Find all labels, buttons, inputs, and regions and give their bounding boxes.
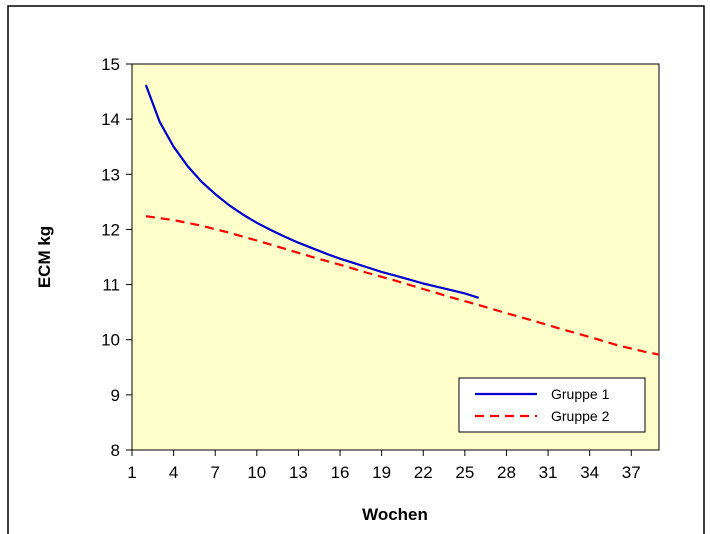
x-tick-label: 1 — [127, 463, 136, 482]
x-tick-label: 13 — [289, 463, 308, 482]
x-tick-label: 25 — [455, 463, 474, 482]
legend-label-gruppe-2: Gruppe 2 — [551, 408, 610, 424]
y-tick-label: 9 — [111, 386, 120, 405]
y-tick-label: 8 — [111, 441, 120, 460]
y-tick-label: 10 — [101, 331, 120, 350]
x-axis: 1 4 7 10 13 16 19 22 25 28 31 34 37 — [127, 450, 641, 482]
y-tick-label: 11 — [102, 276, 120, 295]
x-tick-label: 22 — [414, 463, 433, 482]
y-tick-label: 12 — [101, 220, 120, 239]
y-axis: 8 9 10 11 12 13 14 15 — [101, 55, 132, 460]
x-tick-label: 28 — [497, 463, 516, 482]
x-axis-title: Wochen — [362, 505, 428, 524]
legend-label-gruppe-1: Gruppe 1 — [551, 386, 610, 402]
y-tick-label: 13 — [101, 165, 120, 184]
x-tick-label: 7 — [210, 463, 219, 482]
x-tick-label: 10 — [247, 463, 266, 482]
legend: Gruppe 1 Gruppe 2 — [458, 377, 646, 433]
x-tick-label: 16 — [331, 463, 350, 482]
x-tick-label: 34 — [580, 463, 599, 482]
x-tick-label: 37 — [622, 463, 641, 482]
series-line-gruppe-1 — [144, 84, 480, 299]
y-tick-label: 14 — [101, 110, 120, 129]
x-tick-label: 19 — [372, 463, 391, 482]
x-tick-label: 4 — [169, 463, 178, 482]
x-tick-label: 31 — [539, 463, 558, 482]
series-line-gruppe-2 — [145, 215, 660, 356]
legend-box — [458, 377, 646, 433]
y-axis-title: ECM kg — [35, 226, 54, 288]
series-layer — [144, 84, 660, 356]
y-tick-label: 15 — [101, 55, 120, 74]
